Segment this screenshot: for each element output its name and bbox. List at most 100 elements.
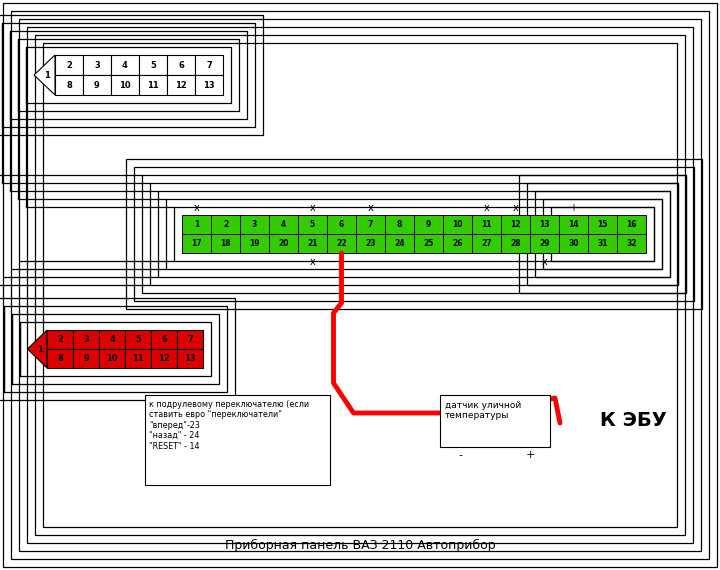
Text: 7: 7: [187, 335, 193, 344]
Bar: [43, 43, 677, 527]
Bar: [559, 215, 588, 234]
Bar: [177, 330, 203, 349]
Text: 5: 5: [135, 335, 141, 344]
Bar: [527, 183, 678, 285]
Text: 9: 9: [426, 220, 431, 229]
Bar: [269, 234, 298, 253]
Bar: [543, 199, 662, 269]
Text: 4: 4: [109, 335, 115, 344]
Bar: [55, 55, 83, 75]
Text: 6: 6: [339, 220, 344, 229]
Bar: [443, 234, 472, 253]
Bar: [166, 199, 662, 269]
Text: 27: 27: [481, 239, 492, 248]
Bar: [177, 349, 203, 368]
Text: x: x: [368, 203, 374, 213]
Text: 10: 10: [120, 80, 131, 89]
Bar: [414, 234, 443, 253]
Bar: [55, 75, 83, 95]
Bar: [18, 39, 239, 111]
Text: 3: 3: [252, 220, 257, 229]
Text: 30: 30: [568, 239, 579, 248]
Bar: [12, 314, 219, 384]
Bar: [298, 215, 327, 234]
Bar: [327, 215, 356, 234]
Bar: [139, 55, 167, 75]
Bar: [0, 298, 235, 400]
Bar: [535, 191, 670, 277]
Bar: [530, 234, 559, 253]
Bar: [134, 167, 694, 301]
Bar: [211, 234, 240, 253]
Text: 28: 28: [510, 239, 521, 248]
Bar: [182, 215, 211, 234]
Bar: [211, 215, 240, 234]
Bar: [19, 322, 211, 376]
Bar: [298, 234, 327, 253]
Bar: [551, 207, 654, 261]
Text: 10: 10: [106, 354, 118, 363]
Bar: [617, 215, 646, 234]
Text: 26: 26: [452, 239, 463, 248]
Bar: [443, 215, 472, 234]
Text: 3: 3: [94, 60, 100, 70]
Bar: [530, 215, 559, 234]
Text: датчик уличной
температуры: датчик уличной температуры: [445, 401, 521, 421]
Text: 3: 3: [83, 335, 89, 344]
Text: 6: 6: [178, 60, 184, 70]
Text: 1: 1: [44, 71, 50, 79]
Text: 13: 13: [539, 220, 550, 229]
Text: 7: 7: [368, 220, 373, 229]
Text: 2: 2: [66, 60, 72, 70]
Bar: [472, 215, 501, 234]
Bar: [356, 234, 385, 253]
Text: +: +: [570, 203, 577, 213]
Bar: [385, 234, 414, 253]
Text: 12: 12: [158, 354, 170, 363]
Text: 2: 2: [57, 335, 63, 344]
Bar: [559, 234, 588, 253]
Bar: [240, 234, 269, 253]
Text: x: x: [513, 203, 518, 213]
Text: 11: 11: [132, 354, 144, 363]
Text: 1: 1: [194, 220, 199, 229]
Bar: [151, 330, 177, 349]
Text: 10: 10: [452, 220, 463, 229]
Bar: [167, 55, 195, 75]
Bar: [158, 191, 670, 277]
Bar: [414, 215, 443, 234]
Bar: [269, 215, 298, 234]
Bar: [35, 35, 685, 535]
Bar: [327, 234, 356, 253]
Bar: [126, 159, 702, 309]
Text: 9: 9: [94, 80, 100, 89]
Bar: [150, 183, 678, 285]
Text: 18: 18: [220, 239, 231, 248]
Text: +: +: [526, 450, 535, 460]
Text: К ЭБУ: К ЭБУ: [600, 410, 667, 430]
Bar: [501, 234, 530, 253]
Text: -: -: [458, 450, 462, 460]
Bar: [125, 349, 151, 368]
Bar: [151, 349, 177, 368]
Bar: [240, 215, 269, 234]
Bar: [139, 75, 167, 95]
Text: 17: 17: [192, 239, 202, 248]
Text: 5: 5: [150, 60, 156, 70]
Text: 4: 4: [122, 60, 128, 70]
Bar: [73, 330, 99, 349]
Text: 31: 31: [598, 239, 608, 248]
Text: 8: 8: [66, 80, 72, 89]
Bar: [501, 215, 530, 234]
Text: 13: 13: [203, 80, 215, 89]
Text: x: x: [541, 257, 547, 267]
Text: 7: 7: [206, 60, 212, 70]
Text: 24: 24: [395, 239, 405, 248]
Bar: [0, 15, 263, 135]
Text: 12: 12: [175, 80, 187, 89]
Text: x: x: [310, 257, 315, 267]
Bar: [111, 75, 139, 95]
Bar: [99, 330, 125, 349]
Bar: [125, 330, 151, 349]
Text: 23: 23: [365, 239, 376, 248]
